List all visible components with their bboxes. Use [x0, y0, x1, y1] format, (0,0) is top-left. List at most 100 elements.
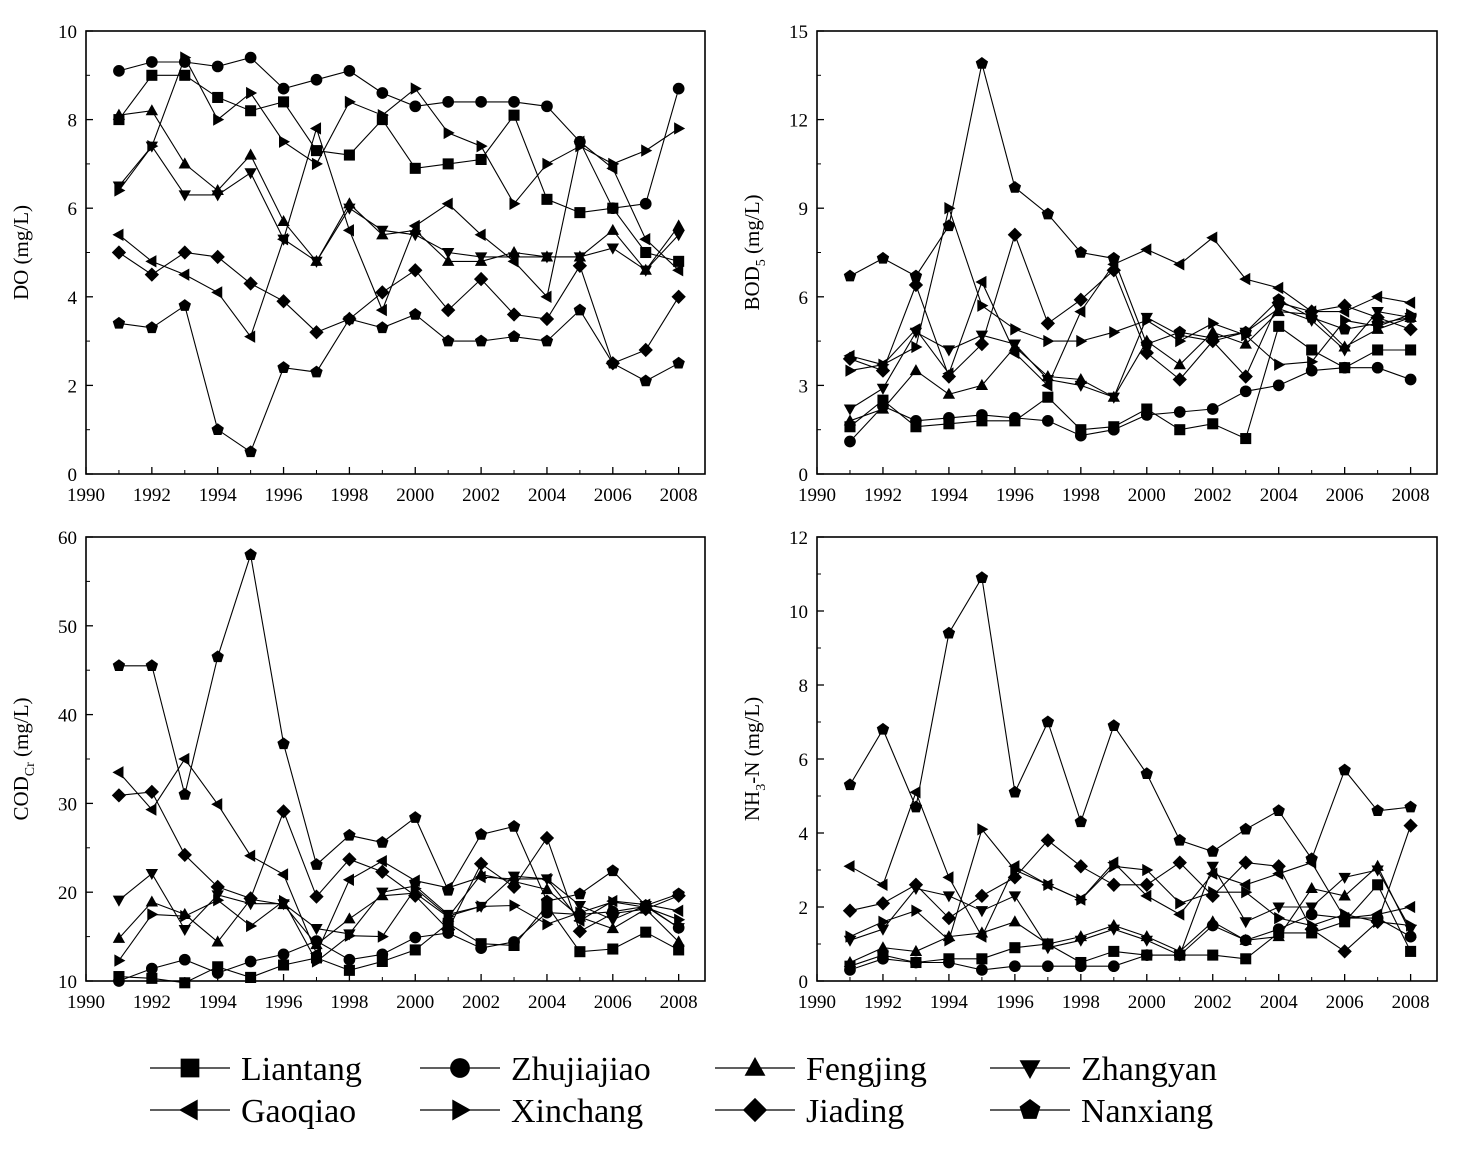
data-point: [376, 321, 388, 333]
data-point: [509, 198, 520, 210]
data-point: [178, 268, 189, 280]
data-point: [113, 65, 125, 77]
x-tick-label: 2008: [660, 992, 698, 1013]
data-point: [943, 627, 955, 639]
data-point: [1372, 362, 1384, 374]
y-axis-label-unit: -N (mg/L): [740, 697, 764, 784]
data-point: [1140, 243, 1151, 255]
chart-panel-bottom-left: 1990 1992 1994 1996 1998 2000 2002 2004 2006 2008…: [9, 528, 705, 1013]
data-point: [1009, 891, 1021, 902]
data-point: [1273, 293, 1285, 305]
data-point: [1141, 767, 1153, 779]
data-point: [378, 930, 389, 942]
data-point: [1174, 326, 1186, 338]
x-tick-label: 1990: [67, 992, 105, 1013]
x-tick-label: 2000: [1128, 485, 1166, 506]
data-point: [376, 836, 388, 848]
data-point: [411, 82, 422, 94]
data-point: [541, 252, 553, 263]
data-point: [146, 963, 158, 975]
legend-item-fengjing: Fengjing: [715, 1051, 927, 1088]
data-point: [244, 445, 256, 457]
data-point: [1240, 433, 1251, 444]
x-tick-label: 1996: [996, 992, 1034, 1013]
data-point: [179, 157, 191, 168]
data-point: [843, 352, 857, 366]
y-axis-label-main: BOD: [740, 266, 764, 310]
y-tick-label: 6: [799, 288, 809, 309]
data-point: [344, 150, 355, 161]
data-point: [179, 190, 191, 201]
y-axis-label-main: NH: [740, 791, 764, 821]
data-point: [975, 889, 989, 903]
data-point: [1141, 949, 1153, 961]
data-point: [844, 778, 856, 790]
data-point: [843, 860, 854, 872]
data-point: [211, 798, 222, 810]
data-point: [508, 820, 520, 832]
data-point: [1404, 801, 1416, 813]
x-tick-label: 1994: [199, 992, 238, 1013]
data-point: [1306, 344, 1317, 355]
data-point: [1274, 359, 1285, 371]
y-tick-label: 8: [68, 111, 78, 132]
data-point: [1207, 403, 1219, 415]
data-point: [278, 959, 289, 970]
data-point: [1108, 960, 1120, 972]
data-point: [244, 330, 255, 342]
x-tick-label: 2008: [1392, 485, 1430, 506]
data-point: [410, 163, 421, 174]
data-point: [910, 364, 922, 375]
series-line-gaoqiao: [850, 792, 1411, 936]
series-line-fengjing: [850, 312, 1411, 421]
data-point: [877, 384, 889, 395]
series-zhangyan: [113, 142, 685, 277]
data-point: [1008, 228, 1022, 242]
data-point: [1371, 291, 1382, 303]
series-line-nanxiang: [119, 306, 679, 452]
y-axis-label-subscript: Cr: [23, 762, 38, 776]
data-point: [877, 941, 889, 952]
data-point: [977, 299, 988, 311]
y-tick-label: 8: [799, 676, 809, 697]
data-point: [345, 96, 356, 108]
data-point: [1372, 344, 1383, 355]
series-line-zhujiajiao: [850, 368, 1411, 442]
data-point: [179, 788, 191, 800]
legend-marker-triangle-left: [179, 1100, 198, 1121]
y-tick-label: 2: [68, 376, 78, 397]
data-point: [244, 548, 256, 560]
data-point: [976, 906, 988, 917]
legend-marker-triangle-down: [1020, 1060, 1041, 1079]
series-line-fengjing: [119, 874, 679, 944]
x-tick-label: 1996: [996, 485, 1034, 506]
data-point: [1173, 258, 1184, 270]
x-tick-label: 1992: [864, 992, 902, 1013]
y-tick-label: 4: [799, 824, 809, 845]
data-point: [509, 899, 520, 911]
data-point: [1306, 852, 1318, 864]
series-line-zhujiajiao: [119, 906, 679, 981]
data-point: [245, 52, 257, 64]
data-point: [343, 912, 355, 923]
data-point: [606, 906, 620, 920]
data-point: [1074, 859, 1088, 873]
data-point: [1272, 282, 1283, 294]
data-point: [243, 276, 257, 290]
data-point: [1403, 322, 1417, 336]
y-axis-label: BOD5 (mg/L): [740, 194, 769, 310]
data-point: [1009, 181, 1021, 193]
x-tick-label: 2004: [528, 992, 567, 1013]
data-point: [640, 247, 651, 258]
data-point: [910, 415, 922, 427]
x-tick-label: 2000: [1128, 992, 1166, 1013]
data-point: [212, 61, 224, 73]
data-point: [1109, 326, 1120, 338]
data-point: [607, 202, 619, 214]
data-point: [1272, 859, 1286, 873]
data-point: [474, 857, 488, 871]
y-tick-label: 15: [789, 22, 808, 43]
data-point: [278, 83, 290, 95]
x-tick-label: 1998: [330, 992, 368, 1013]
data-point: [640, 266, 652, 277]
